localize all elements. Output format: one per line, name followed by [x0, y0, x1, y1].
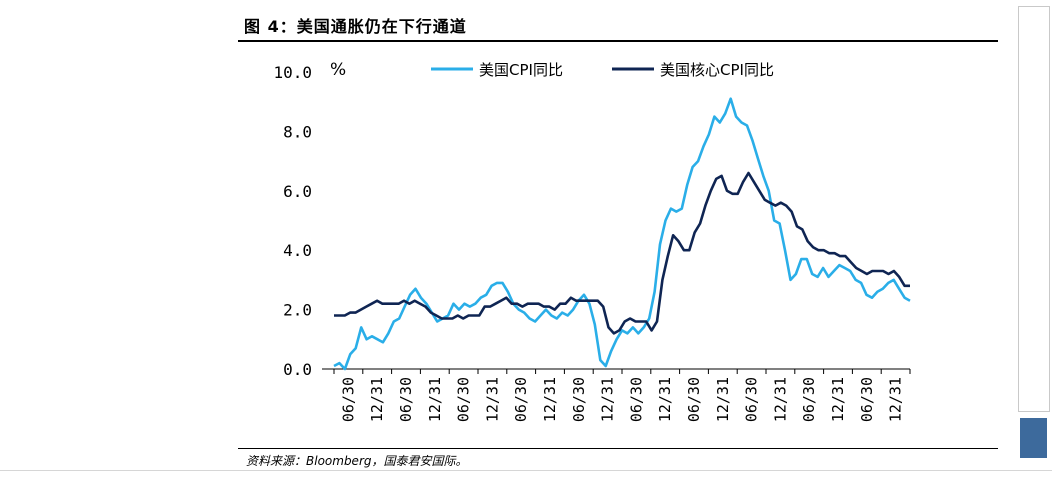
x-tick-label: 06/30 — [339, 377, 357, 422]
x-tick-label: 06/30 — [685, 377, 703, 422]
series-line-cpi — [333, 97, 911, 371]
source-note: 资料来源：Bloomberg，国泰君安国际。 — [246, 454, 468, 468]
x-tick-label: 06/30 — [743, 377, 761, 422]
x-tick-label: 06/30 — [627, 377, 645, 422]
legend-label-cpi: 美国CPI同比 — [479, 61, 563, 79]
side-panel — [1018, 6, 1050, 412]
x-tick-label: 06/30 — [858, 377, 876, 422]
page-bottom-line — [0, 470, 1052, 471]
y-tick-label: 2.0 — [283, 301, 312, 320]
y-tick-label: 6.0 — [283, 182, 312, 201]
x-tick-label: 12/31 — [771, 377, 789, 422]
y-axis-unit: % — [330, 60, 346, 80]
x-tick-label: 12/31 — [887, 377, 905, 422]
x-tick-label: 06/30 — [455, 377, 473, 422]
x-tick-label: 12/31 — [656, 377, 674, 422]
x-tick-label: 12/31 — [829, 377, 847, 422]
x-axis: 06/30 12/31 06/30 12/31 06/30 12/31 06/30 12/31… — [322, 368, 911, 422]
x-tick-label: 12/31 — [599, 377, 617, 422]
legend: 美国CPI同比 美国核心CPI同比 — [431, 61, 774, 79]
x-tick-label: 06/30 — [512, 377, 530, 422]
x-tick-label: 12/31 — [714, 377, 732, 422]
title-underline — [238, 40, 998, 42]
x-tick-label: 12/31 — [368, 377, 386, 422]
y-tick-label: 10.0 — [273, 63, 312, 82]
x-tick-label: 12/31 — [541, 377, 559, 422]
x-tick-label: 06/30 — [800, 377, 818, 422]
legend-label-core: 美国核心CPI同比 — [660, 61, 774, 79]
series-line-core-cpi — [334, 171, 910, 335]
x-tick-label: 12/31 — [483, 377, 501, 422]
x-tick-label: 12/31 — [426, 377, 444, 422]
side-accent-block — [1020, 418, 1047, 458]
x-tick-label: 06/30 — [570, 377, 588, 422]
y-tick-label: 0.0 — [283, 360, 312, 379]
y-tick-label: 4.0 — [283, 241, 312, 260]
y-tick-label: 8.0 — [283, 122, 312, 141]
series-layer — [333, 97, 911, 371]
y-axis: 0.0 2.0 4.0 6.0 8.0 10.0 — [273, 63, 312, 379]
x-tick-label: 06/30 — [397, 377, 415, 422]
figure-title: 图 4：美国通胀仍在下行通道 — [244, 17, 467, 36]
source-divider — [238, 448, 998, 449]
